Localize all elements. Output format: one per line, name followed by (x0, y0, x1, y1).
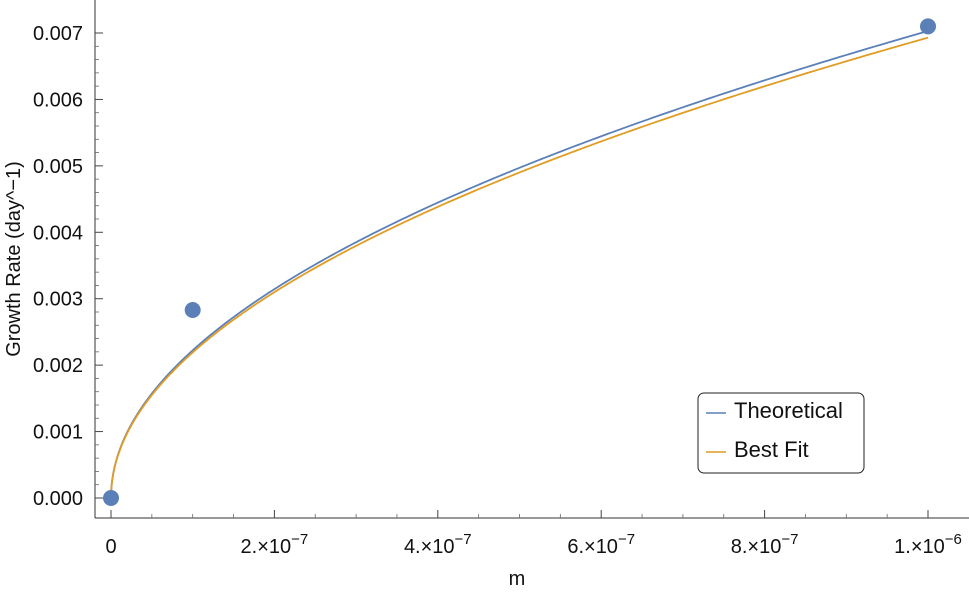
series-line-best-fit (110, 36, 929, 498)
x-axis-title: m (509, 568, 526, 588)
y-tick-label: 0.002 (33, 355, 83, 377)
x-tick-label: 4.×10−7 (404, 531, 472, 558)
y-tick-label: 0.000 (33, 488, 83, 510)
points (103, 18, 936, 506)
data-point (103, 490, 119, 506)
x-tick-label: 1.×10−6 (894, 531, 962, 558)
x-tick-label: 8.×10−7 (731, 531, 799, 558)
y-tick-label: 0.006 (33, 89, 83, 111)
y-tick-label: 0.005 (33, 156, 83, 178)
legend-label-best-fit: Best Fit (734, 437, 809, 462)
y-axis-title: Growth Rate (day^−1) (3, 161, 25, 357)
ticks: 0.000 0.001 0.002 0.003 0.004 0.005 0.006 0.007… (33, 23, 962, 558)
legend-label-theoretical: Theoretical (734, 398, 843, 423)
x-tick-label: 0 (105, 536, 116, 558)
curves (110, 30, 929, 498)
x-tick-label: 2.×10−7 (241, 531, 309, 558)
data-point (920, 18, 936, 35)
y-tick-label: 0.003 (33, 289, 83, 311)
legend: Theoretical Best Fit (697, 392, 865, 474)
y-tick-label: 0.004 (33, 222, 83, 244)
x-tick-label: 6.×10−7 (567, 531, 635, 558)
data-point (184, 302, 201, 319)
y-tick-label: 0.007 (33, 23, 83, 45)
legend-box (697, 392, 865, 474)
y-tick-label: 0.001 (33, 422, 83, 444)
